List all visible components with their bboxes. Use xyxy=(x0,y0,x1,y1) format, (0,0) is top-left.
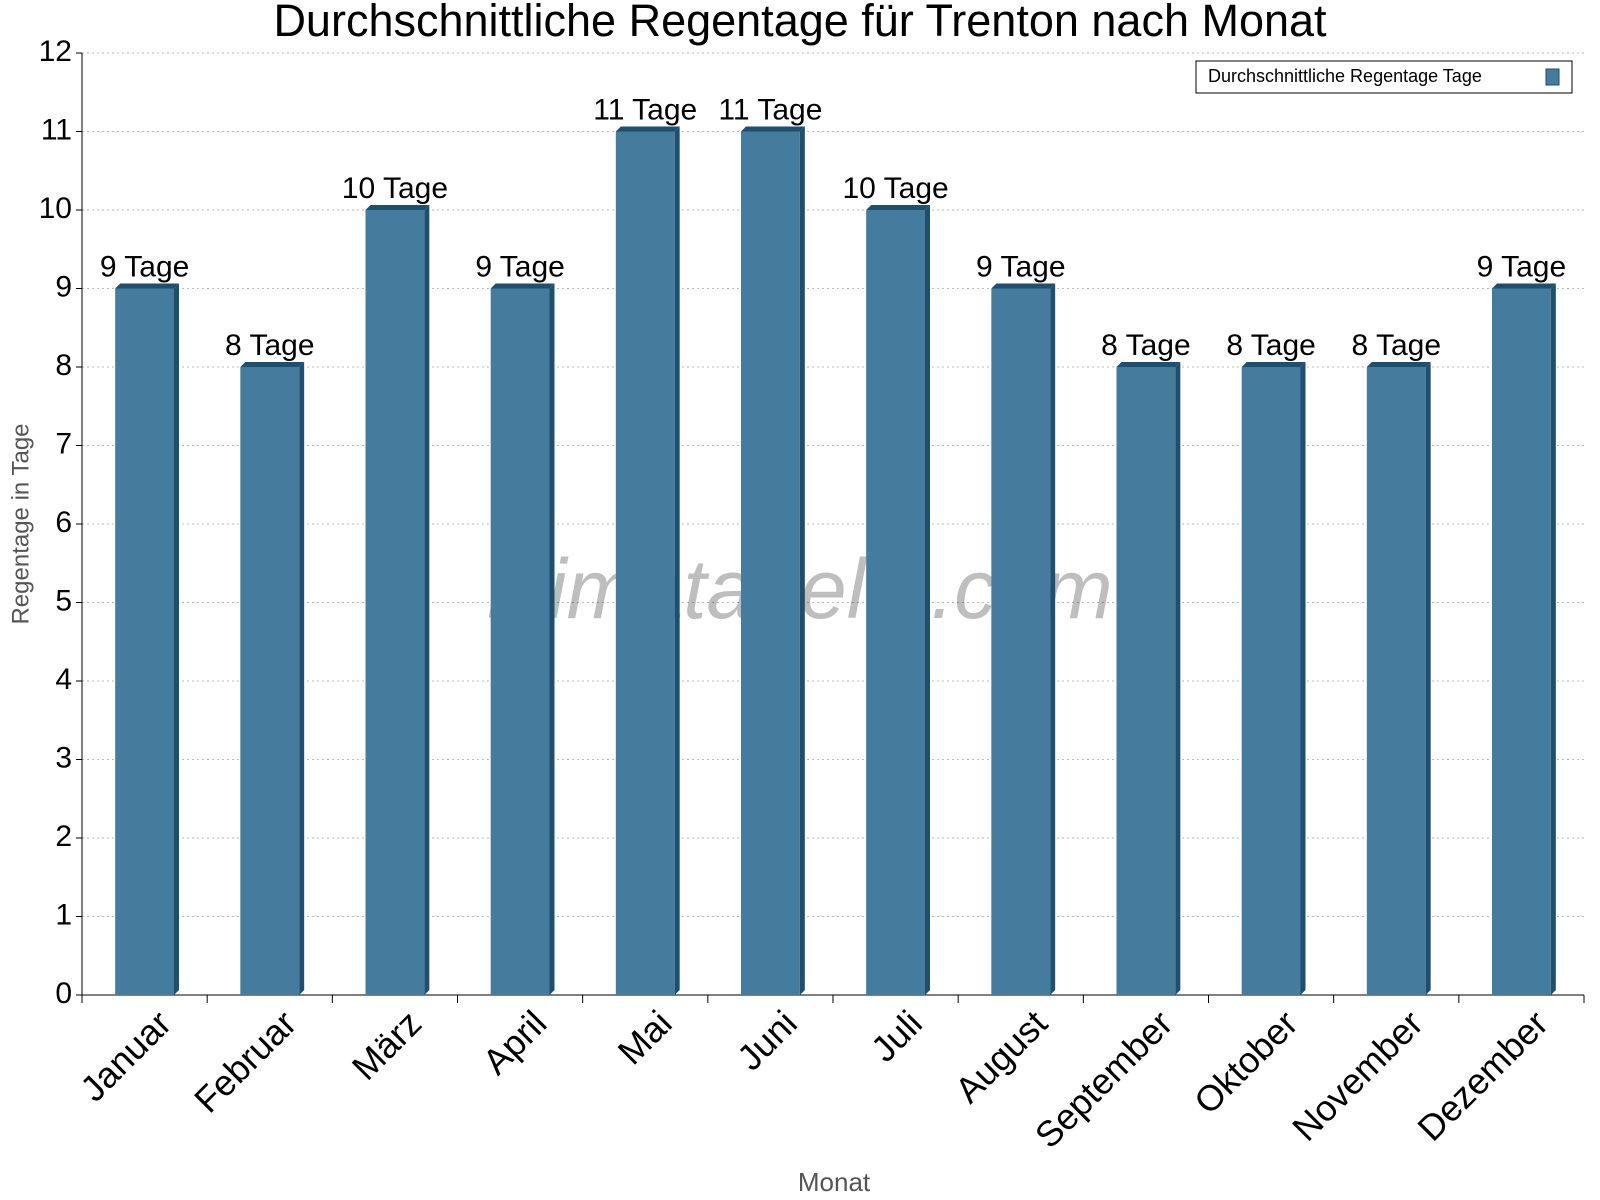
data-label: 8 Tage xyxy=(1101,329,1191,362)
bar xyxy=(490,288,550,995)
y-tick-label: 6 xyxy=(55,506,72,539)
y-tick-label: 2 xyxy=(55,820,72,853)
bar xyxy=(1116,367,1176,995)
data-label: 8 Tage xyxy=(1226,329,1316,362)
data-label: 10 Tage xyxy=(842,172,948,205)
data-label: 11 Tage xyxy=(593,93,697,126)
x-tick-label: Oktober xyxy=(1186,1002,1306,1122)
x-tick-label: November xyxy=(1284,1002,1430,1148)
bar-side xyxy=(1175,362,1181,995)
y-tick-label: 0 xyxy=(55,977,72,1010)
x-axis-label: Monat xyxy=(798,1167,871,1197)
bar xyxy=(1492,288,1551,995)
bar-side xyxy=(1300,362,1306,995)
x-tick-label: März xyxy=(344,1002,430,1088)
y-tick-label: 8 xyxy=(55,349,72,382)
y-tick-label: 3 xyxy=(55,741,72,774)
x-tick-label: Februar xyxy=(186,1002,304,1120)
bar xyxy=(866,210,925,995)
bar-side xyxy=(424,205,430,995)
y-axis-label: Regentage in Tage xyxy=(7,423,34,624)
bar xyxy=(240,367,300,995)
bar-side xyxy=(799,126,805,995)
y-tick-label: 7 xyxy=(55,427,72,460)
bar xyxy=(991,288,1051,995)
data-label: 8 Tage xyxy=(225,329,315,362)
bar-top xyxy=(741,126,805,132)
bar-side xyxy=(1425,362,1431,995)
data-label: 9 Tage xyxy=(976,250,1066,283)
bar-top xyxy=(1492,283,1556,289)
bar-top xyxy=(115,283,179,289)
bar-side xyxy=(924,205,930,995)
data-label: 10 Tage xyxy=(342,172,448,205)
bar-side xyxy=(674,126,680,995)
data-label: 9 Tage xyxy=(475,250,565,283)
data-label: 11 Tage xyxy=(718,93,822,126)
bar-side xyxy=(173,283,179,995)
bar xyxy=(1366,367,1426,995)
legend-label: Durchschnittliche Regentage Tage xyxy=(1208,66,1482,86)
x-tick-label: Dezember xyxy=(1409,1002,1555,1148)
bar-top xyxy=(991,283,1056,289)
bar xyxy=(741,131,800,995)
bar xyxy=(1241,367,1301,995)
bar-top xyxy=(1241,362,1306,367)
bar xyxy=(365,210,425,995)
data-label: 9 Tage xyxy=(1477,250,1567,283)
bar-top xyxy=(866,205,930,210)
x-tick-label: Juli xyxy=(863,1002,930,1069)
chart-title: Durchschnittliche Regentage für Trenton … xyxy=(273,0,1327,46)
bar-top xyxy=(365,205,430,210)
x-tick-label: Mai xyxy=(610,1002,680,1072)
data-label: 9 Tage xyxy=(100,250,190,283)
bar-side xyxy=(1550,283,1556,995)
legend-box xyxy=(1195,60,1573,94)
bar-top xyxy=(615,126,680,132)
x-tick-label: Januar xyxy=(72,1002,179,1109)
bar-top xyxy=(1366,362,1431,367)
y-tick-label: 1 xyxy=(55,898,72,931)
y-tick-label: 5 xyxy=(55,584,72,617)
x-tick-label: Juni xyxy=(729,1002,805,1078)
y-tick-label: 10 xyxy=(39,192,72,225)
legend-swatch xyxy=(1545,68,1560,86)
y-tick-label: 9 xyxy=(55,270,72,303)
y-tick-label: 4 xyxy=(55,663,72,696)
bar-side xyxy=(549,283,555,995)
bar-side xyxy=(1050,283,1056,995)
y-tick-label: 11 xyxy=(41,113,72,146)
bar-top xyxy=(490,283,555,289)
bar-top xyxy=(1116,362,1181,367)
bar-side xyxy=(299,362,305,995)
y-tick-label: 12 xyxy=(39,35,72,68)
x-tick-label: April xyxy=(475,1002,555,1082)
bar xyxy=(115,288,174,995)
bar-top xyxy=(240,362,305,367)
x-tick-label: September xyxy=(1027,1002,1181,1156)
x-tick-label: August xyxy=(947,1002,1055,1110)
bar xyxy=(615,131,675,995)
data-label: 8 Tage xyxy=(1351,329,1441,362)
